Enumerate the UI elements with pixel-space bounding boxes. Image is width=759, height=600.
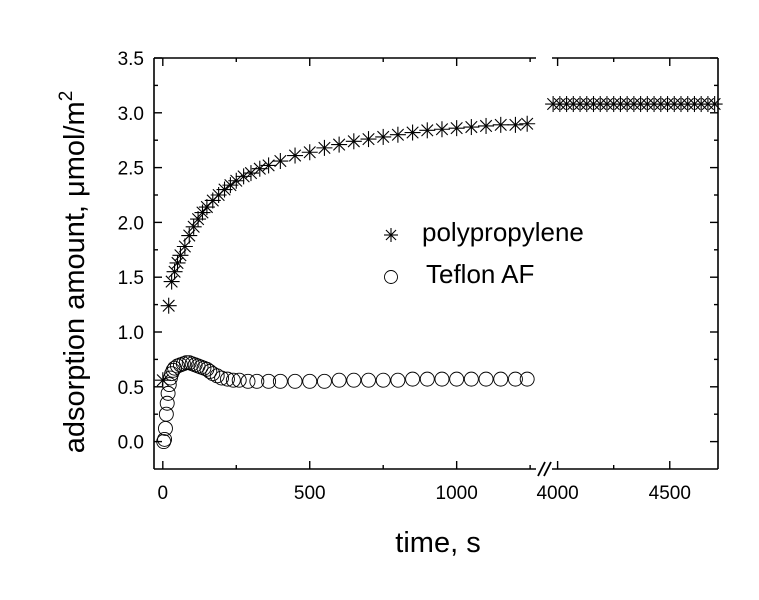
data-point-polypropylene [228,172,245,189]
x-tick-label: 4500 [649,483,691,504]
y-tick-label: 3.5 [118,49,144,70]
axis-break-slash [537,461,546,477]
data-point-polypropylene [389,126,406,143]
data-point-polypropylene [260,157,277,174]
data-point-teflon-af [390,372,406,388]
legend-circle [384,270,398,284]
y-axis-label-superscript: 2 [56,91,77,102]
y-tick-label: 2.0 [118,213,144,234]
data-point-polypropylene [172,247,189,264]
series-polypropylene [154,96,723,389]
data-point-teflon-af [158,420,173,436]
y-axis-label: adsorption amount, μmol/m2 [56,91,91,454]
data-point-teflon-af [493,371,509,387]
data-point-polypropylene [316,139,333,156]
x-tick-label: 0 [158,483,169,504]
data-point-polypropylene [176,238,193,255]
data-point-teflon-af [463,371,479,387]
data-point-polypropylene [272,153,289,170]
data-point-polypropylene [242,165,259,182]
data-point-polypropylene [166,263,183,280]
data-point-teflon-af [405,371,421,387]
y-tick-label: 0.5 [118,378,144,399]
data-point-teflon-af [240,373,256,389]
data-point-polypropylene [190,211,207,228]
axis-break-marker [537,461,552,477]
axis-break-slash [543,461,552,477]
data-point-polypropylene [448,120,465,137]
data-point-teflon-af [375,372,391,388]
data-point-teflon-af [209,368,225,384]
data-point-polypropylene [706,96,723,113]
data-point-polypropylene [507,116,524,133]
data-point-teflon-af [507,371,523,387]
data-point-polypropylene [375,128,392,145]
data-point-teflon-af [316,373,332,389]
data-point-polypropylene [360,131,377,148]
legend-marker-teflon-af [384,270,398,284]
data-point-teflon-af [205,366,221,382]
x-tick-label: 1000 [436,483,478,504]
axis-ticks: 0.0 0.5 1.0 1.5 2.0 2.5 3.0 3.5 0 500 1000 4000 4500 [118,49,718,504]
data-point-polypropylene [478,117,495,134]
data-point-polypropylene [331,136,348,153]
data-point-polypropylene [433,121,450,138]
data-point-teflon-af [346,372,362,388]
data-point-teflon-af [419,371,435,387]
data-point-teflon-af [160,385,176,401]
data-point-teflon-af [272,373,288,389]
data-point-teflon-af [214,370,230,386]
data-point-polypropylene [463,119,480,136]
y-tick-label: 3.0 [118,104,144,125]
legend-asterisk [384,228,398,242]
data-point-polypropylene [519,115,536,132]
data-point-teflon-af [434,371,450,387]
legend: polypropylene Teflon AF [384,217,584,289]
data-point-teflon-af [220,371,235,387]
y-tick-label: 0.0 [118,433,144,454]
data-point-polypropylene [160,297,177,314]
y-axis-label-main: adsorption amount, μmol/m [59,101,91,453]
series-teflon-af [156,355,535,450]
legend-label-teflon-af: Teflon AF [426,259,534,289]
data-point-teflon-af [261,373,277,389]
data-point-teflon-af [249,373,265,389]
data-point-polypropylene [301,144,318,161]
data-point-teflon-af [478,371,494,387]
data-point-teflon-af [331,372,347,388]
data-point-polypropylene [404,124,421,141]
legend-label-polypropylene: polypropylene [422,217,584,247]
data-point-teflon-af [449,371,465,387]
y-tick-label: 1.0 [118,323,144,344]
data-point-teflon-af [225,372,241,388]
legend-marker-polypropylene [384,228,398,242]
data-point-polypropylene [287,147,304,164]
data-point-polypropylene [419,122,436,139]
plot-frame [153,57,719,470]
data-point-teflon-af [519,371,535,387]
data-point-teflon-af [202,364,218,379]
y-tick-label: 1.5 [118,268,144,289]
data-point-polypropylene [492,116,509,133]
data-point-teflon-af [287,373,303,389]
data-point-teflon-af [158,406,174,422]
data-point-teflon-af [159,395,175,411]
data-point-polypropylene [181,227,198,244]
data-point-teflon-af [156,434,172,450]
y-tick-label: 2.5 [118,159,144,180]
data-point-polypropylene [345,133,362,150]
data-point-teflon-af [361,372,376,388]
data-point-teflon-af [161,377,177,393]
data-point-teflon-af [178,355,194,371]
x-axis-label: time, s [395,527,480,559]
data-point-polypropylene [185,218,202,235]
data-point-teflon-af [157,431,173,447]
data-point-polypropylene [163,273,180,290]
x-tick-label: 500 [294,483,326,504]
data-point-teflon-af [231,372,247,388]
data-point-polypropylene [235,168,252,185]
x-tick-label: 4000 [536,483,578,504]
data-point-teflon-af [302,373,318,389]
